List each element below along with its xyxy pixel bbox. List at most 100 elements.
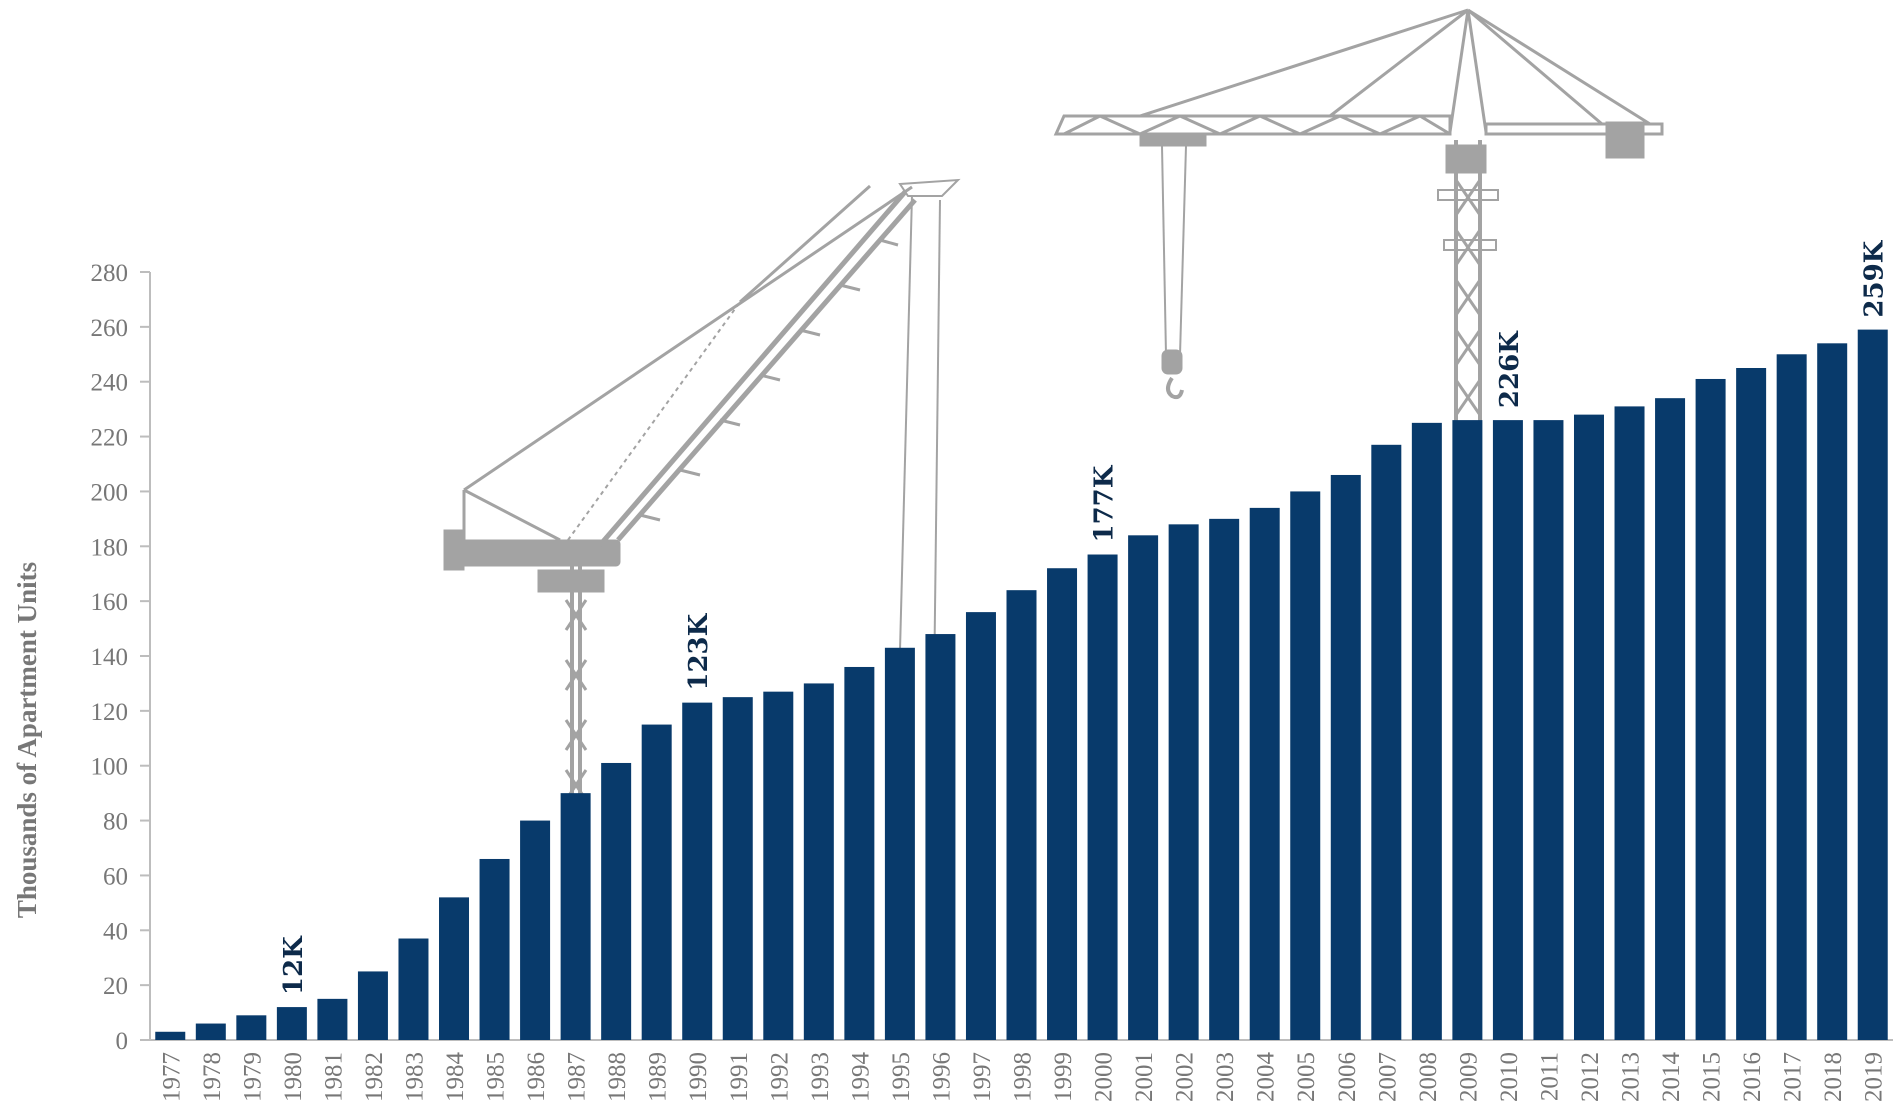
y-tick-label: 60 (103, 863, 128, 890)
y-tick-label: 260 (91, 315, 129, 342)
bar (479, 858, 510, 1040)
x-tick-label: 2013 (1618, 1052, 1645, 1102)
data-label: 226K (1495, 330, 1525, 408)
y-tick-label: 20 (103, 973, 128, 1000)
x-tick-label: 2000 (1091, 1052, 1118, 1102)
bar (722, 697, 753, 1040)
bar (884, 647, 915, 1040)
x-tick-label: 1996 (928, 1052, 955, 1102)
bar (763, 691, 794, 1040)
x-tick-label: 1991 (726, 1052, 753, 1102)
x-tick-label: 2011 (1536, 1052, 1563, 1101)
y-tick-label: 100 (91, 754, 129, 781)
bar (357, 971, 388, 1040)
x-tick-label: 1983 (401, 1052, 428, 1102)
bar (1209, 518, 1240, 1040)
bar (1047, 568, 1078, 1040)
crawler-crane-illustration (443, 178, 961, 1021)
y-tick-label: 200 (91, 479, 129, 506)
bar (1492, 420, 1523, 1041)
x-tick-label: 1985 (483, 1052, 510, 1102)
y-tick-label: 220 (91, 425, 129, 452)
x-tick-label: 1993 (807, 1052, 834, 1102)
y-tick-label: 180 (91, 534, 129, 561)
x-axis-ticks: 1977 1978 1979 1980 1981 1982 1983 1984 1985 1986… (158, 1052, 1887, 1103)
y-tick-label: 160 (91, 589, 129, 616)
x-tick-label: 1990 (685, 1052, 712, 1102)
x-tick-label: 2017 (1780, 1052, 1807, 1102)
bar (1655, 398, 1686, 1041)
x-tick-label: 2005 (1293, 1052, 1320, 1102)
x-tick-label: 2002 (1172, 1052, 1199, 1102)
bar (236, 1015, 267, 1040)
bar (803, 683, 834, 1040)
x-tick-label: 2012 (1577, 1052, 1604, 1102)
x-tick-label: 1998 (1010, 1052, 1037, 1102)
x-tick-label: 1981 (320, 1052, 347, 1102)
bar (155, 1031, 186, 1040)
x-tick-label: 1999 (1050, 1052, 1077, 1102)
bar (641, 724, 672, 1040)
y-tick-label: 280 (91, 260, 129, 287)
bar (1330, 474, 1361, 1040)
y-tick-label: 80 (103, 809, 128, 836)
y-axis-ticks: 0 20 40 60 80 100 120 140 160 180 200 220 240 260 280 (91, 260, 150, 1055)
x-tick-label: 1988 (604, 1052, 631, 1102)
x-tick-label: 2004 (1253, 1052, 1280, 1103)
y-tick-label: 120 (91, 699, 129, 726)
bar (1614, 406, 1645, 1040)
x-tick-label: 2014 (1658, 1052, 1685, 1103)
x-tick-label: 1982 (361, 1052, 388, 1102)
x-tick-label: 1992 (766, 1052, 793, 1102)
x-tick-label: 2009 (1455, 1052, 1482, 1102)
x-tick-label: 2018 (1820, 1052, 1847, 1102)
bar (1168, 524, 1199, 1040)
bar (1817, 343, 1848, 1040)
y-tick-label: 40 (103, 918, 128, 945)
x-tick-label: 2003 (1212, 1052, 1239, 1102)
x-tick-label: 2010 (1496, 1052, 1523, 1102)
x-tick-label: 1986 (523, 1052, 550, 1102)
x-tick-label: 1980 (280, 1052, 307, 1102)
data-labels: 12K 123K 177K 226K 259K (279, 239, 1890, 995)
data-label: 259K (1860, 239, 1890, 317)
bar (1695, 378, 1726, 1040)
x-tick-label: 2015 (1699, 1052, 1726, 1102)
data-label: 177K (1090, 464, 1120, 542)
y-tick-label: 240 (91, 370, 129, 397)
bar (439, 897, 470, 1040)
y-axis-label: Thousands of Apartment Units (12, 562, 42, 918)
x-tick-label: 1995 (888, 1052, 915, 1102)
x-tick-label: 1977 (158, 1052, 185, 1102)
bar (682, 702, 713, 1040)
bar (1736, 368, 1767, 1040)
bar (1087, 554, 1118, 1040)
bar (398, 938, 429, 1040)
bar (1411, 422, 1442, 1040)
x-tick-label: 1994 (847, 1052, 874, 1103)
bar (1128, 535, 1159, 1040)
bar (1776, 354, 1807, 1040)
bar (925, 634, 956, 1040)
x-tick-label: 1979 (239, 1052, 266, 1102)
bar (317, 998, 348, 1040)
bar (1533, 420, 1564, 1041)
bar (1371, 444, 1402, 1040)
bar (1452, 420, 1483, 1041)
bar (195, 1023, 226, 1040)
x-tick-label: 1987 (564, 1052, 591, 1102)
bar (844, 666, 875, 1040)
bar-series (155, 329, 1888, 1041)
data-label: 123K (684, 612, 714, 690)
bar (601, 762, 632, 1040)
bar (520, 820, 551, 1040)
x-tick-label: 2019 (1861, 1052, 1888, 1102)
bar (560, 793, 591, 1040)
bar (1857, 329, 1888, 1041)
data-label: 12K (279, 935, 309, 995)
bar (1290, 491, 1321, 1040)
bar (1249, 507, 1280, 1040)
x-tick-label: 2016 (1739, 1052, 1766, 1102)
x-tick-label: 2006 (1334, 1052, 1361, 1102)
